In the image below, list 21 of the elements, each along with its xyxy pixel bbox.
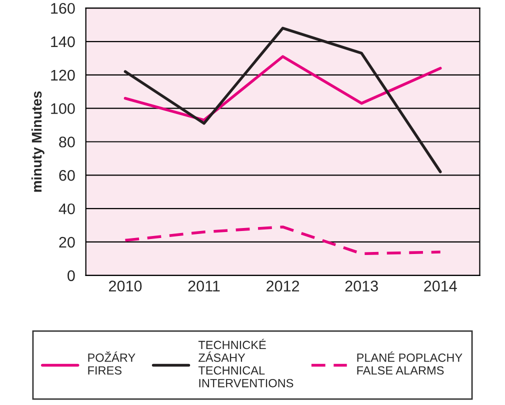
y-tick-label: 120 bbox=[51, 70, 75, 81]
legend-label: PLANÉ POPLACHY FALSE ALARMS bbox=[357, 352, 462, 375]
x-tick-label: 2014 bbox=[424, 280, 457, 292]
y-tick-label: 0 bbox=[68, 270, 75, 282]
x-tick-label: 2010 bbox=[109, 280, 142, 292]
y-tick-label: 40 bbox=[58, 203, 75, 214]
y-tick-label: 140 bbox=[51, 36, 75, 48]
y-tick-label: 60 bbox=[59, 170, 75, 181]
line-series bbox=[124, 226, 442, 256]
legend-label: TECHNICKÉ ZÁSAHY TECHNICAL INTERVENTIONS bbox=[198, 338, 294, 388]
y-tick-label: 20 bbox=[59, 236, 75, 248]
x-tick-label: 2011 bbox=[188, 280, 220, 292]
y-tick-label: 100 bbox=[51, 103, 75, 114]
legend-label: POŽÁRY FIRES bbox=[88, 351, 136, 375]
y-tick-label: 80 bbox=[59, 136, 75, 148]
y-tick-label: 160 bbox=[51, 2, 75, 14]
x-tick-label: 2012 bbox=[266, 280, 300, 292]
y-axis-title: minuty Minutes bbox=[31, 91, 44, 192]
line-series bbox=[124, 26, 442, 174]
x-tick-label: 2013 bbox=[345, 280, 378, 292]
line-series bbox=[124, 55, 442, 122]
